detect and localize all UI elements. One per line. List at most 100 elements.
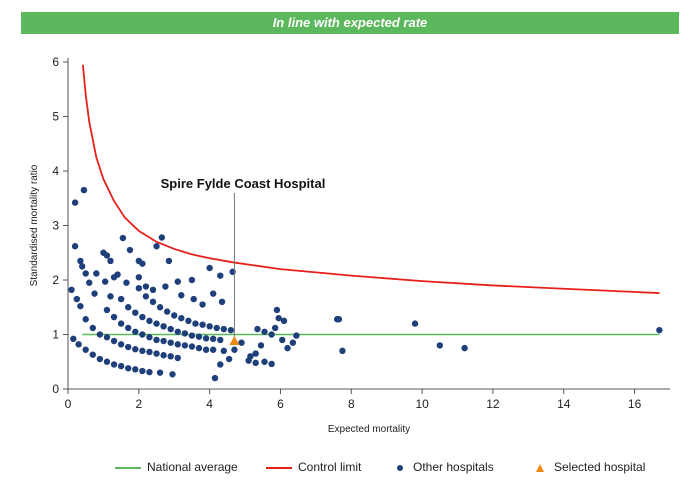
other-hospital-point (252, 350, 259, 357)
other-hospital-point (195, 344, 203, 352)
other-hospital-point (75, 341, 82, 348)
other-hospital-point (190, 295, 197, 303)
circle-marker-icon (397, 464, 403, 471)
y-tick-label: 1 (52, 328, 59, 342)
x-tick-label: 2 (135, 397, 142, 411)
other-hospital-point (125, 365, 132, 372)
other-hospital-point (110, 274, 118, 281)
other-hospital-point (103, 358, 111, 365)
other-hospital-point (93, 270, 100, 277)
other-hospital-point (218, 298, 226, 305)
other-hospital-point (181, 330, 189, 337)
x-tick-label: 8 (348, 397, 355, 411)
x-tick-label: 0 (65, 397, 72, 411)
other-hospital-point (231, 346, 238, 353)
other-hospital-point (139, 260, 146, 267)
other-hospital-point (252, 359, 259, 367)
y-axis-title: Standardised mortality ratio (29, 164, 40, 286)
other-hospital-point (73, 295, 81, 303)
legend-label: Selected hospital (554, 460, 646, 474)
other-hospital-point (160, 352, 167, 359)
other-hospital-point (339, 347, 346, 355)
other-hospital-point (158, 234, 166, 241)
y-tick-label: 5 (52, 110, 59, 124)
other-hospital-point (284, 344, 291, 352)
other-hospital-point (132, 309, 139, 316)
other-hospital-point (117, 362, 125, 370)
other-hospital-point (656, 326, 663, 334)
other-hospital-point (142, 283, 150, 290)
other-hospital-point (206, 323, 213, 330)
other-hospital-point (153, 336, 160, 344)
other-hospital-point (103, 306, 111, 314)
legend-item-control-limit: Control limit (266, 458, 361, 476)
y-tick-label: 0 (52, 382, 59, 396)
control-limit-curve (81, 64, 660, 294)
other-hospital-point (220, 325, 228, 333)
legend-item-selected-hospital: Selected hospital (533, 458, 645, 476)
other-hospital-point (101, 278, 109, 285)
other-hospital-point (107, 257, 114, 265)
other-hospital-point (209, 290, 217, 297)
other-hospital-point (174, 278, 181, 285)
y-tick-label: 6 (52, 55, 59, 69)
other-hospital-point (153, 350, 160, 357)
x-tick-label: 6 (277, 397, 284, 411)
other-hospital-point (254, 325, 261, 333)
other-hospital-point (188, 343, 196, 350)
other-hospital-point (80, 186, 88, 194)
other-hospital-point (213, 324, 220, 332)
other-hospital-point (107, 293, 114, 300)
other-hospital-point (217, 272, 224, 279)
other-hospital-point (195, 333, 203, 340)
other-hospital-point (146, 368, 153, 376)
other-hospital-point (77, 302, 84, 310)
other-hospital-point (178, 292, 185, 299)
other-hospital-point (181, 342, 189, 349)
other-hospital-point (89, 324, 96, 332)
other-hospital-point (139, 313, 146, 321)
other-hospital-point (178, 314, 185, 322)
other-hospital-point (146, 334, 153, 341)
other-hospital-point (71, 243, 79, 250)
y-tick-label: 3 (52, 219, 59, 233)
other-hospital-point (82, 270, 89, 277)
other-hospital-point (279, 336, 286, 344)
triangle-marker-icon (536, 463, 544, 472)
other-hospital-point (110, 337, 118, 345)
other-hospital-point (461, 344, 468, 352)
other-hospital-point (110, 361, 118, 368)
other-hospital-point (188, 276, 196, 284)
control-limit-line-swatch (266, 466, 292, 469)
other-hospital-point (217, 336, 224, 344)
other-hospital-point (209, 335, 217, 343)
other-hospital-point (149, 286, 157, 294)
other-hospital-point (68, 286, 75, 294)
other-hospital-point (125, 304, 132, 311)
other-hospital-point (96, 355, 104, 363)
other-hospital-point (96, 331, 104, 338)
other-hospital-point (206, 264, 213, 272)
x-tick-label: 16 (628, 397, 642, 411)
other-hospital-point (117, 295, 125, 303)
other-hospital-point (227, 326, 235, 334)
other-hospital-point (78, 263, 86, 270)
other-hospital-point (163, 308, 171, 315)
other-hospital-point (257, 342, 265, 349)
other-hospital-point (123, 279, 130, 286)
x-axis-title: Expected mortality (328, 424, 410, 435)
other-hospital-point (211, 374, 219, 382)
x-tick-label: 12 (486, 397, 500, 411)
result-banner: In line with expected rate (21, 12, 679, 34)
other-hospital-point (436, 342, 444, 349)
other-hospital-point (160, 323, 167, 330)
other-hospital-point (156, 369, 164, 376)
other-hospital-point (126, 246, 134, 254)
other-hospital-point (146, 317, 153, 325)
other-hospital-point (153, 320, 160, 327)
other-hospital-point (135, 284, 143, 292)
other-hospital-point (202, 346, 210, 353)
other-hospital-point (82, 316, 89, 323)
x-tick-label: 4 (206, 397, 213, 411)
other-hospital-point (289, 339, 297, 346)
